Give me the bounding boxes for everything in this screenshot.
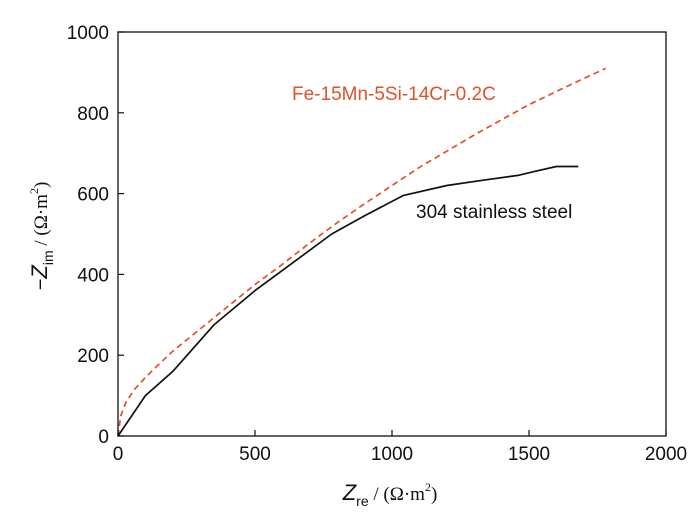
- x-tick-label: 500: [239, 444, 271, 465]
- x-tick-label: 2000: [645, 444, 687, 465]
- y-tick-label: 400: [77, 265, 109, 286]
- series-layer: [117, 67, 607, 437]
- y-tick-label: 800: [77, 104, 109, 125]
- plot-frame: [117, 31, 667, 437]
- y-tick-label: 200: [77, 346, 109, 367]
- series-label-304: 304 stainless steel: [416, 202, 572, 223]
- y-tick-label: 0: [98, 427, 109, 448]
- y-tick-label: 1000: [67, 23, 109, 44]
- series-line-304-stainless-steel: [117, 165, 579, 437]
- series-label-fe: Fe-15Mn-5Si-14Cr-0.2C: [292, 84, 496, 105]
- x-tick-label: 1000: [371, 444, 413, 465]
- x-axis-label: Zre / (Ω·m2): [342, 480, 438, 509]
- y-tick-label: 600: [77, 185, 109, 206]
- series-line-fe-15mn-5si-14cr-0.2c: [117, 67, 607, 437]
- x-tick-label: 1500: [508, 444, 550, 465]
- ticks-layer: 0 500 1000 1500 2000 0 200 400 600 800 1000: [67, 23, 687, 465]
- y-axis-label: −Zim / (Ω·m2): [27, 182, 56, 291]
- x-tick-label: 0: [113, 444, 124, 465]
